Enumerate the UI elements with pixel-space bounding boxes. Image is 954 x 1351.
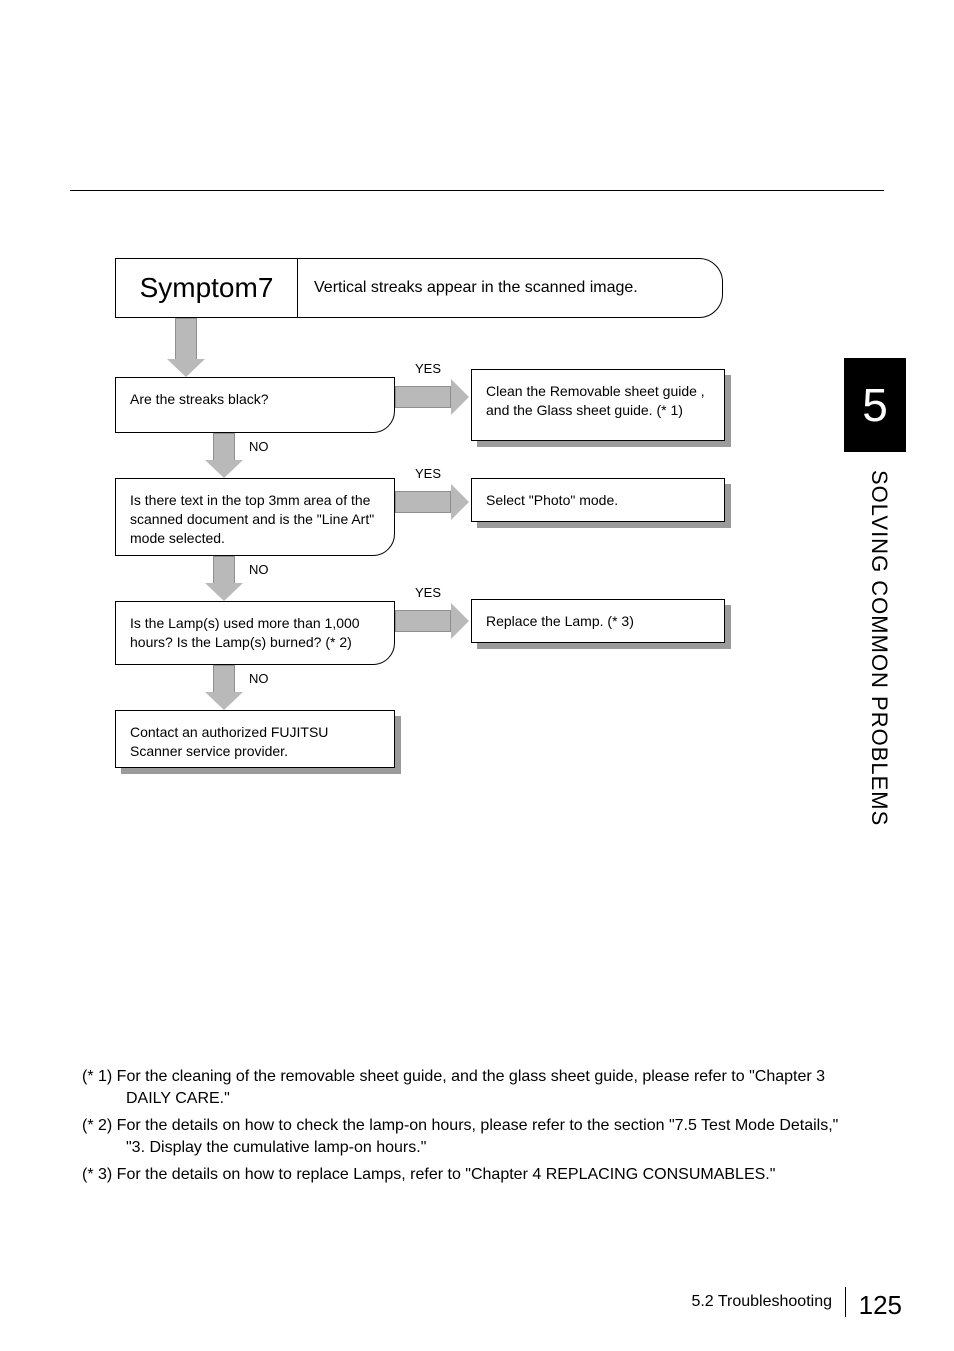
no-label: NO: [249, 671, 269, 686]
footnote: (* 3) For the details on how to replace …: [82, 1164, 852, 1186]
flow-step: Is there text in the top 3mm area of the…: [115, 478, 725, 556]
decision-node: Is there text in the top 3mm area of the…: [115, 478, 395, 556]
arrow-down-icon: [167, 318, 205, 377]
chapter-caption-text: SOLVING COMMON PROBLEMS: [866, 470, 892, 826]
decision-node: Are the streaks black?: [115, 377, 395, 433]
arrow-down-icon: NO: [205, 433, 243, 478]
decision-node: Is the Lamp(s) used more than 1,000 hour…: [115, 601, 395, 665]
arrow-right-icon: YES: [395, 379, 469, 415]
terminal-text: Contact an authorized FUJITSU Scanner se…: [130, 724, 328, 759]
arrow-right-icon: YES: [395, 484, 469, 520]
symptom-desc: Vertical streaks appear in the scanned i…: [298, 279, 722, 297]
yes-label: YES: [415, 585, 441, 600]
arrow-right-icon: YES: [395, 603, 469, 639]
symptom-header: Symptom7 Vertical streaks appear in the …: [115, 258, 723, 318]
page-number: 125: [859, 1290, 902, 1321]
flow-step: Is the Lamp(s) used more than 1,000 hour…: [115, 601, 725, 665]
no-label: NO: [249, 562, 269, 577]
flowchart: Symptom7 Vertical streaks appear in the …: [115, 258, 725, 768]
decision-text: Are the streaks black?: [130, 391, 269, 407]
action-text: Replace the Lamp. (* 3): [486, 613, 634, 629]
top-rule: [70, 190, 884, 191]
footnote: (* 2) For the details on how to check th…: [82, 1115, 852, 1158]
footer-section: 5.2 Troubleshooting: [691, 1293, 832, 1311]
flow-step: Are the streaks black? YES Clean the Rem…: [115, 377, 725, 433]
chapter-caption: SOLVING COMMON PROBLEMS: [864, 470, 894, 910]
symptom-title: Symptom7: [116, 258, 298, 318]
page: 5 SOLVING COMMON PROBLEMS Symptom7 Verti…: [0, 0, 954, 1351]
arrow-down-icon: NO: [205, 665, 243, 710]
no-label: NO: [249, 439, 269, 454]
footnote: (* 1) For the cleaning of the removable …: [82, 1066, 852, 1109]
chapter-tab: 5: [844, 358, 906, 452]
action-text: Clean the Removable sheet guide , and th…: [486, 383, 705, 418]
decision-text: Is the Lamp(s) used more than 1,000 hour…: [130, 615, 360, 650]
footnotes: (* 1) For the cleaning of the removable …: [82, 1066, 852, 1192]
footer-divider: [845, 1287, 846, 1317]
flow-terminal: Contact an authorized FUJITSU Scanner se…: [115, 710, 725, 768]
action-node: Select "Photo" mode.: [471, 478, 725, 522]
action-node: Replace the Lamp. (* 3): [471, 599, 725, 643]
action-text: Select "Photo" mode.: [486, 492, 618, 508]
yes-label: YES: [415, 361, 441, 376]
decision-text: Is there text in the top 3mm area of the…: [130, 492, 374, 546]
arrow-down-icon: NO: [205, 556, 243, 601]
yes-label: YES: [415, 466, 441, 481]
action-node: Clean the Removable sheet guide , and th…: [471, 369, 725, 441]
chapter-number: 5: [862, 378, 888, 432]
